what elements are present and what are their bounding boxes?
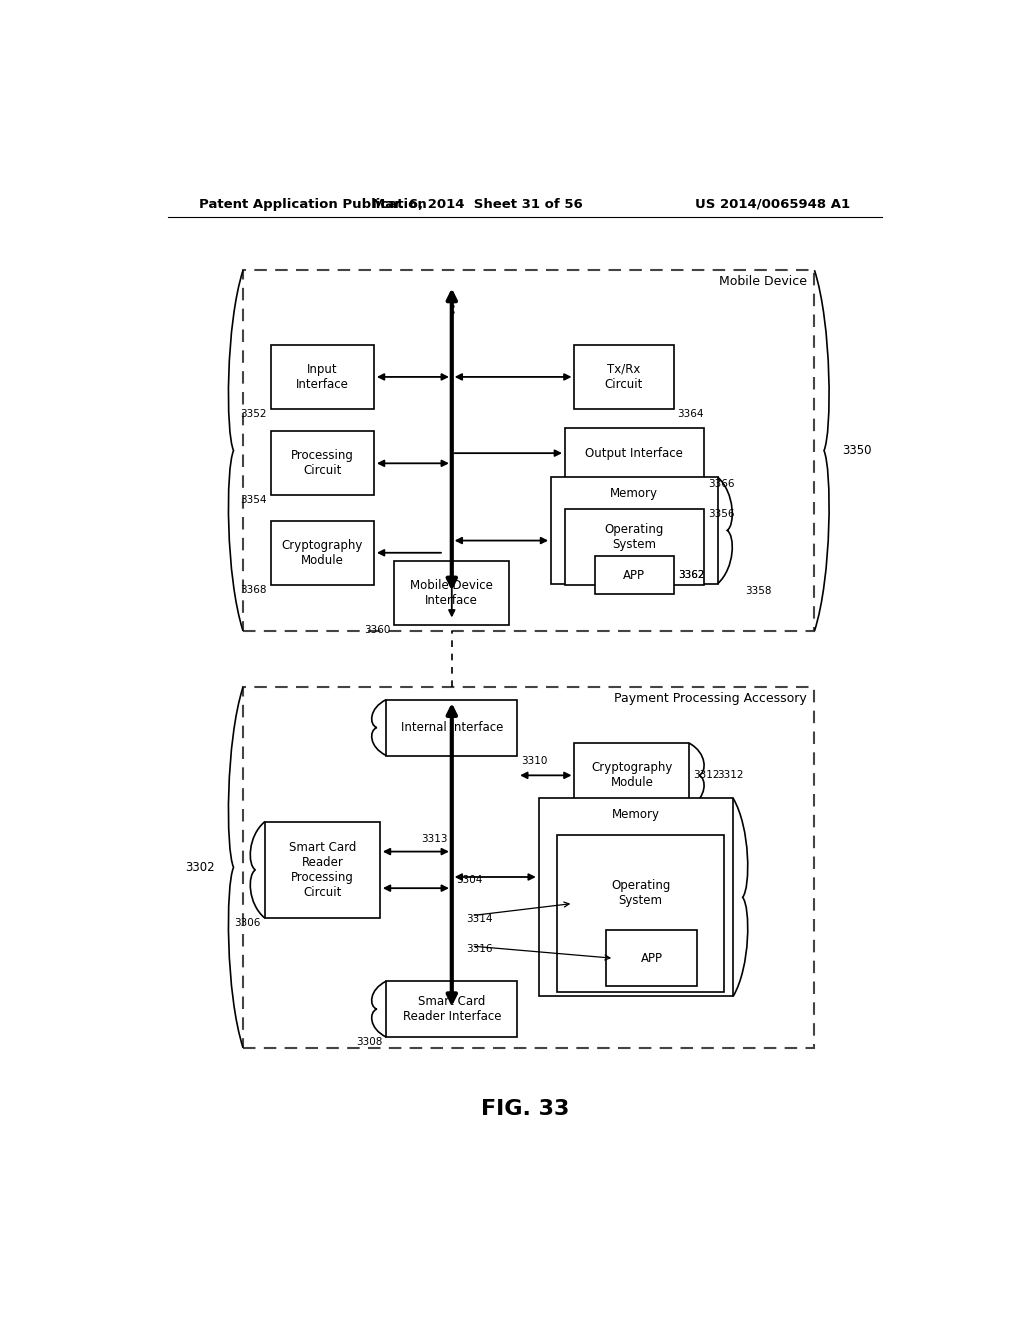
Text: 3302: 3302 xyxy=(185,861,215,874)
Text: 3366: 3366 xyxy=(708,479,734,488)
Bar xyxy=(270,432,374,495)
Text: Output Interface: Output Interface xyxy=(586,446,683,459)
Text: 3314: 3314 xyxy=(466,913,493,924)
Text: Patent Application Publication: Patent Application Publication xyxy=(200,198,427,211)
Text: Processing
Circuit: Processing Circuit xyxy=(291,449,354,478)
Text: 3368: 3368 xyxy=(241,585,267,595)
Text: Memory: Memory xyxy=(610,487,658,500)
Text: APP: APP xyxy=(641,952,663,965)
Bar xyxy=(565,428,703,479)
Text: Payment Processing Accessory: Payment Processing Accessory xyxy=(613,692,807,705)
Text: 3308: 3308 xyxy=(356,1038,382,1047)
Bar xyxy=(386,700,517,755)
Text: 3362: 3362 xyxy=(678,570,705,579)
Bar xyxy=(265,821,380,919)
Text: 3310: 3310 xyxy=(521,755,548,766)
Text: Smart Card
Reader
Processing
Circuit: Smart Card Reader Processing Circuit xyxy=(289,841,356,899)
Text: 3313: 3313 xyxy=(421,834,447,845)
Text: Cryptography
Module: Cryptography Module xyxy=(282,539,364,566)
Bar xyxy=(574,345,674,409)
Text: Smart Card
Reader Interface: Smart Card Reader Interface xyxy=(402,995,501,1023)
Text: 3316: 3316 xyxy=(466,944,493,954)
Text: 3350: 3350 xyxy=(842,444,871,457)
Text: APP: APP xyxy=(624,569,645,582)
Bar xyxy=(270,521,374,585)
Text: 3304: 3304 xyxy=(456,875,482,884)
Text: 3360: 3360 xyxy=(364,626,390,635)
Text: Mar. 6, 2014  Sheet 31 of 56: Mar. 6, 2014 Sheet 31 of 56 xyxy=(372,198,583,211)
Text: 3358: 3358 xyxy=(745,586,772,595)
Text: Mobile Device
Interface: Mobile Device Interface xyxy=(411,579,494,607)
Text: Memory: Memory xyxy=(612,808,659,821)
Text: Operating
System: Operating System xyxy=(604,523,664,550)
Bar xyxy=(270,345,374,409)
Text: Operating
System: Operating System xyxy=(611,879,671,907)
Text: Cryptography
Module: Cryptography Module xyxy=(591,762,673,789)
Bar xyxy=(565,508,703,585)
Text: 3352: 3352 xyxy=(241,409,267,418)
Text: 3312: 3312 xyxy=(717,771,743,780)
Text: 3312: 3312 xyxy=(693,771,720,780)
Text: 3306: 3306 xyxy=(234,919,261,928)
Text: US 2014/0065948 A1: US 2014/0065948 A1 xyxy=(695,198,850,211)
Text: FIG. 33: FIG. 33 xyxy=(480,1098,569,1119)
Bar xyxy=(394,561,509,626)
Bar xyxy=(539,799,733,997)
Bar xyxy=(551,477,718,583)
Bar xyxy=(386,981,517,1038)
Text: 3354: 3354 xyxy=(241,495,267,506)
Text: Tx/Rx
Circuit: Tx/Rx Circuit xyxy=(605,363,643,391)
Bar xyxy=(606,931,697,986)
Text: Mobile Device: Mobile Device xyxy=(719,276,807,288)
Text: Input
Interface: Input Interface xyxy=(296,363,349,391)
Text: 3364: 3364 xyxy=(678,409,705,418)
Text: Internal Interface: Internal Interface xyxy=(400,721,503,734)
Text: 3362: 3362 xyxy=(678,570,705,579)
Text: 3356: 3356 xyxy=(708,508,734,519)
Bar xyxy=(243,271,814,631)
Bar xyxy=(574,743,689,808)
Bar xyxy=(557,834,724,993)
Bar xyxy=(243,686,814,1048)
Bar xyxy=(595,556,674,594)
